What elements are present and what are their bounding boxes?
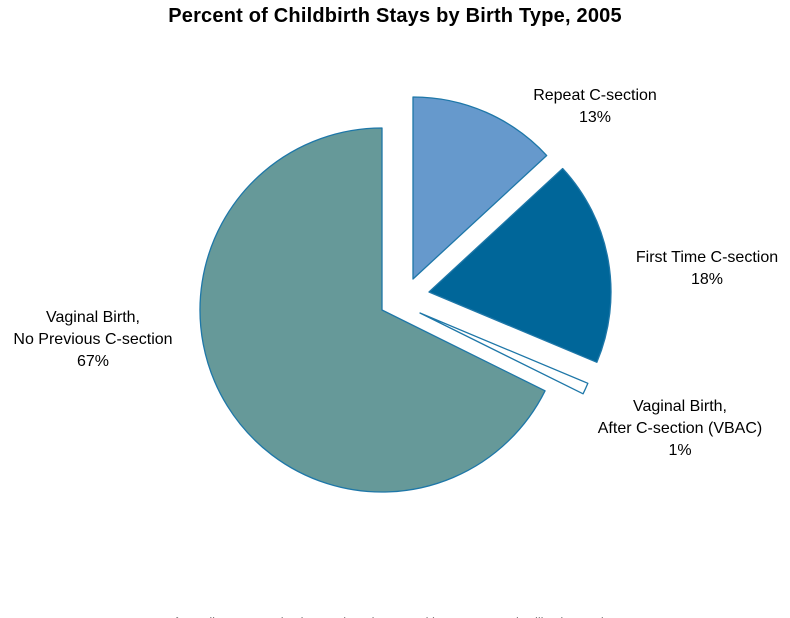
chart-title: Percent of Childbirth Stays by Birth Typ… bbox=[168, 5, 622, 27]
repeat-c-section-slice bbox=[412, 96, 548, 280]
label-first-time-c-section: First Time C-section 18% bbox=[607, 247, 790, 291]
slice-percent: 1% bbox=[668, 442, 692, 459]
slice-label-line: No Previous C-section bbox=[13, 331, 173, 348]
source-line: Source: AHRQ, Center for Delivery, Organ… bbox=[38, 615, 624, 618]
label-repeat-c-section: Repeat C-section 13% bbox=[495, 85, 695, 129]
vaginal-no-previous-c-section-slice bbox=[199, 127, 546, 493]
slice-percent: 18% bbox=[690, 271, 724, 288]
slice-label-line: Repeat C-section bbox=[533, 87, 657, 104]
first-time-c-section-slice bbox=[428, 167, 612, 363]
label-vaginal-no-previous-c-section: Vaginal Birth, No Previous C-section 67% bbox=[0, 307, 186, 373]
source-note: Source: AHRQ, Center for Delivery, Organ… bbox=[38, 582, 624, 618]
slice-label-line: Vaginal Birth, bbox=[633, 398, 727, 415]
slice-percent: 13% bbox=[578, 109, 612, 126]
vbac-slice bbox=[419, 312, 589, 395]
label-vbac: Vaginal Birth, After C-section (VBAC) 1% bbox=[575, 396, 785, 462]
slice-label-line: After C-section (VBAC) bbox=[597, 420, 763, 437]
slice-label-line: Vaginal Birth, bbox=[46, 309, 140, 326]
slice-percent: 67% bbox=[76, 353, 110, 370]
slice-label-line: First Time C-section bbox=[635, 249, 779, 266]
